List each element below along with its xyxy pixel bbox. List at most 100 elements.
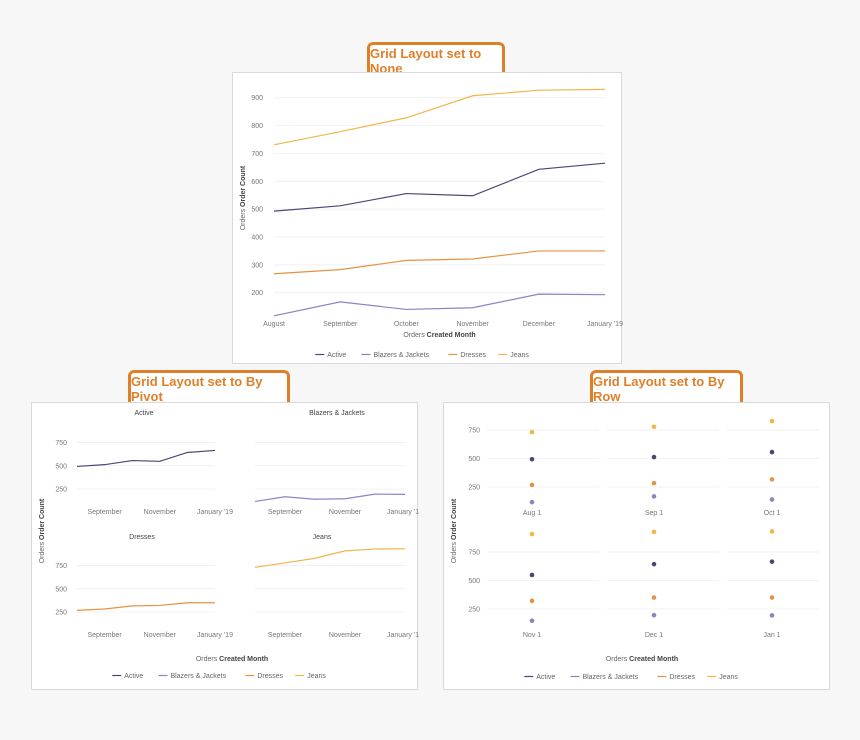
x-axis-label-prefix: Orders <box>606 656 629 663</box>
x-tick-label: September <box>268 509 303 516</box>
point-blazers-jackets <box>651 612 657 618</box>
x-tick-label: September <box>87 632 122 639</box>
y-tick-label: 750 <box>468 427 480 434</box>
x-axis-label-bold: Created Month <box>629 656 678 663</box>
series-line-blazers-jackets <box>254 493 406 503</box>
panel-title-active: Active <box>134 410 153 417</box>
chart-panel-row: 250 500 750 Aug 1 Sep 1 Oct 1 250 500 750 Nov 1 De… <box>443 402 830 690</box>
point-dresses <box>769 477 775 482</box>
series-line-jeans <box>254 548 406 568</box>
series-line-active <box>273 162 606 212</box>
x-tick-label: September <box>268 632 303 639</box>
y-tick-label: 500 <box>468 456 480 463</box>
point-active <box>651 561 657 567</box>
y-axis-label-bold: Order Count <box>240 165 247 207</box>
legend-item-dresses: Dresses <box>460 352 486 359</box>
y-tick-label: 300 <box>251 262 263 269</box>
y-axis-label-prefix: Orders <box>39 540 46 563</box>
panel-title-blazers-jackets: Blazers & Jackets <box>309 410 365 417</box>
y-tick-label: 500 <box>55 463 67 470</box>
x-tick-label: November <box>144 632 177 639</box>
legend-item-blazers-jackets: Blazers & Jackets <box>170 673 226 680</box>
x-axis-label-bold: Created Month <box>219 656 268 663</box>
y-tick-label: 750 <box>468 549 480 556</box>
chart-panel-pivot: Active 250 500 750 September November January … <box>31 402 423 690</box>
x-tick-label: October <box>394 321 420 328</box>
chart-pivot: Active 250 500 750 September November January … <box>39 410 423 680</box>
point-active <box>529 456 535 462</box>
legend-item-dresses: Dresses <box>257 673 283 680</box>
chart-none: 200 300 400 500 600 700 800 900 August September O… <box>240 88 623 359</box>
x-tick-label: January '19 <box>587 321 623 328</box>
chart-row: 250 500 750 Aug 1 Sep 1 Oct 1 250 500 750 Nov 1 De… <box>451 418 819 681</box>
badge-grid-row: Grid Layout set to By Row <box>590 370 743 408</box>
series-line-dresses <box>273 250 605 275</box>
point-blazers-jackets <box>769 497 775 502</box>
point-dresses <box>651 595 657 600</box>
y-tick-label: 700 <box>251 151 263 158</box>
x-tick-label: January '19 <box>387 632 419 639</box>
badge-grid-pivot: Grid Layout set to By Pivot <box>128 370 290 408</box>
y-tick-label: 800 <box>251 123 263 130</box>
legend-item-dresses: Dresses <box>669 674 695 681</box>
y-tick-label: 500 <box>468 578 480 585</box>
y-tick-label: 900 <box>251 95 263 102</box>
chart-panel-none: 200 300 400 500 600 700 800 900 August September O… <box>232 72 623 364</box>
y-tick-label: 250 <box>55 487 67 494</box>
y-tick-label: 500 <box>55 586 67 593</box>
series-line-active <box>76 449 216 468</box>
legend-item-blazers-jackets: Blazers & Jackets <box>582 674 638 681</box>
x-tick-label: Dec 1 <box>645 632 663 639</box>
x-axis-label-prefix: Orders <box>196 656 219 663</box>
y-axis-label: Orders Order Count <box>451 498 458 563</box>
y-tick-label: 250 <box>468 484 480 491</box>
y-axis-label-prefix: Orders <box>451 540 458 563</box>
x-tick-label: August <box>263 321 285 328</box>
legend-item-jeans: Jeans <box>719 674 738 681</box>
x-axis-label-prefix: Orders <box>403 332 426 339</box>
legend-item-active: Active <box>124 673 143 680</box>
x-tick-label: September <box>87 509 122 516</box>
point-dresses <box>769 595 775 600</box>
panel-title-dresses: Dresses <box>129 534 155 541</box>
y-tick-label: 200 <box>251 290 263 297</box>
x-tick-label: November <box>329 509 362 516</box>
series-line-jeans <box>273 88 606 146</box>
x-axis-label-bold: Created Month <box>427 332 476 339</box>
point-jeans <box>651 424 657 430</box>
x-tick-label: January '19 <box>197 509 233 516</box>
legend-item-active: Active <box>327 352 346 359</box>
x-tick-label: Nov 1 <box>523 632 541 639</box>
point-blazers-jackets <box>529 618 535 624</box>
legend-item-active: Active <box>536 674 555 681</box>
y-tick-label: 600 <box>251 179 263 186</box>
series-line-dresses <box>76 602 215 611</box>
x-tick-label: December <box>523 321 556 328</box>
point-blazers-jackets <box>651 494 657 499</box>
point-dresses <box>651 480 657 486</box>
x-tick-label: November <box>144 509 177 516</box>
x-axis-label: Orders Created Month <box>196 656 268 663</box>
point-blazers-jackets <box>529 499 535 505</box>
x-tick-label: Jan 1 <box>763 632 780 639</box>
y-axis-label: Orders Order Count <box>39 498 46 563</box>
x-tick-label: Oct 1 <box>764 510 781 517</box>
point-jeans <box>769 529 775 534</box>
point-jeans <box>529 531 535 537</box>
y-tick-label: 250 <box>468 606 480 613</box>
x-tick-label: November <box>456 321 489 328</box>
y-tick-label: 750 <box>55 440 67 447</box>
y-tick-label: 750 <box>55 563 67 570</box>
x-tick-label: January '19 <box>387 509 419 516</box>
series-line-blazers-jackets <box>273 293 606 317</box>
y-axis-label: Orders Order Count <box>240 165 247 230</box>
y-tick-label: 250 <box>55 610 67 617</box>
x-tick-label: Aug 1 <box>523 510 541 517</box>
point-active <box>529 572 535 578</box>
legend-item-jeans: Jeans <box>307 673 326 680</box>
panel-title-jeans: Jeans <box>313 534 332 541</box>
point-active <box>651 454 657 460</box>
point-blazers-jackets <box>769 613 775 618</box>
x-tick-label: Sep 1 <box>645 510 663 517</box>
y-tick-label: 500 <box>251 207 263 214</box>
